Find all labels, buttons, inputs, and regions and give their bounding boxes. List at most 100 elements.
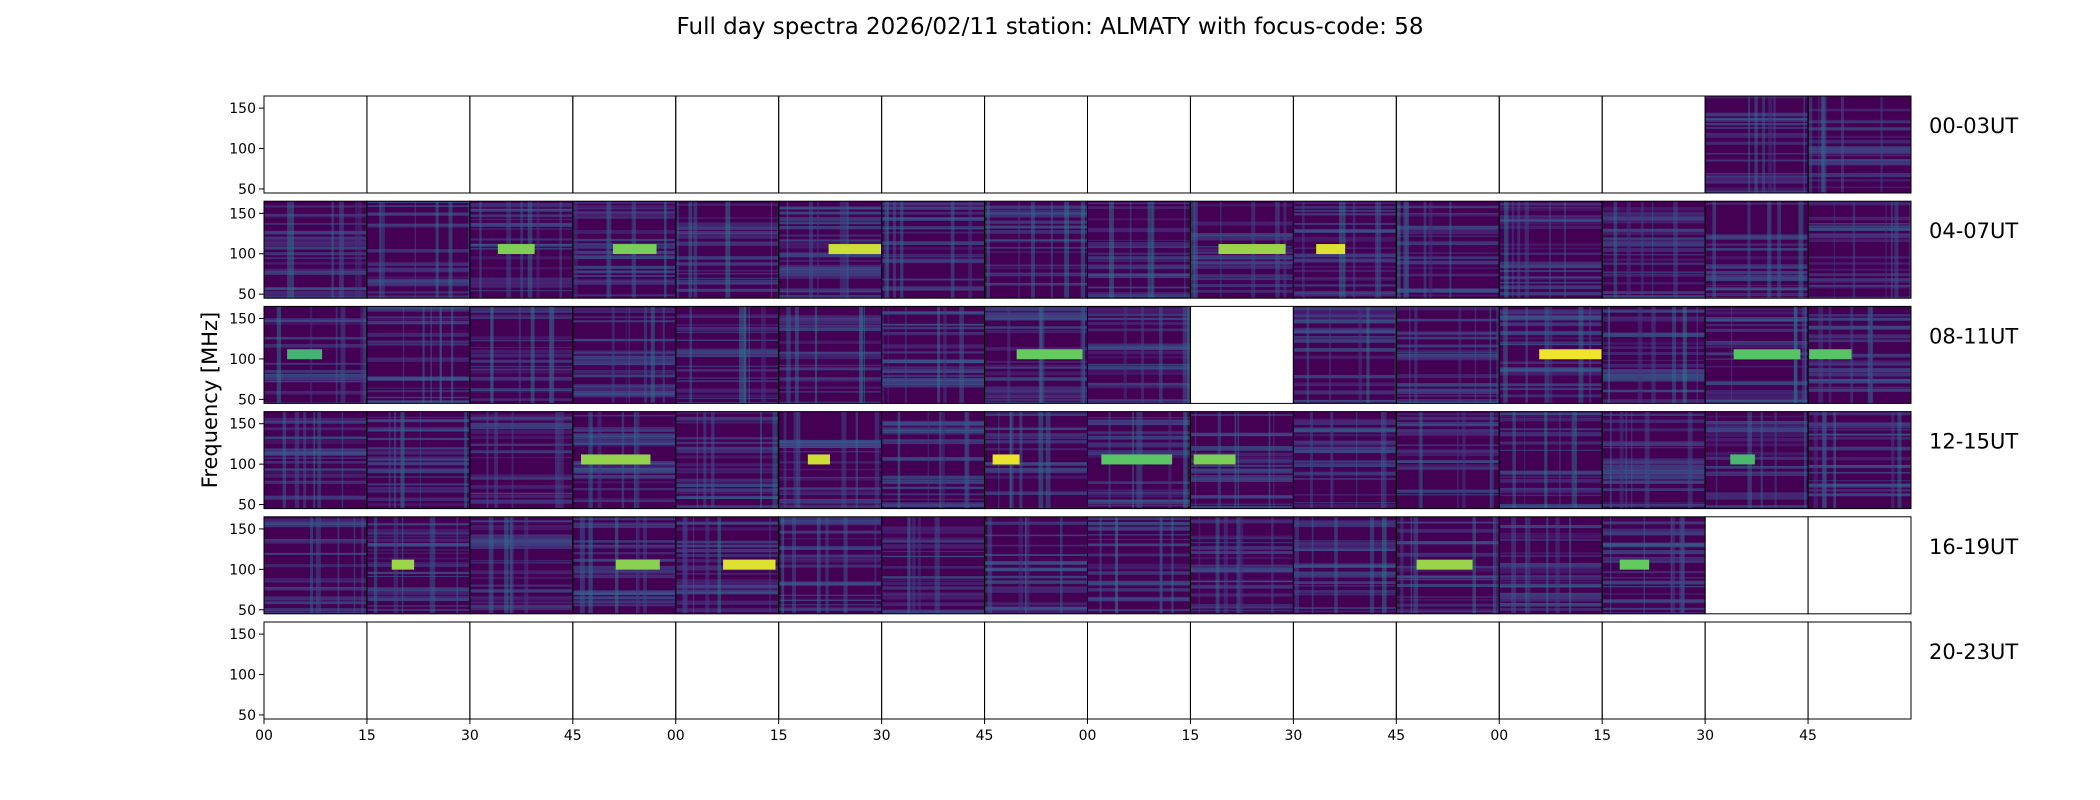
spectrogram-panel xyxy=(1293,411,1397,509)
spectrogram-panel xyxy=(675,411,779,509)
spectrogram-panel xyxy=(1705,306,1809,404)
panel-frame xyxy=(572,621,677,720)
y-tick-label: 150 xyxy=(229,417,256,433)
chart-title: Full day spectra 2026/02/11 station: ALM… xyxy=(677,14,1424,40)
x-tick-label: 30 xyxy=(461,728,479,744)
row-label: 16-19UT xyxy=(1929,535,2018,559)
panel-frame xyxy=(778,95,883,194)
panel-frame xyxy=(1807,516,1912,615)
x-tick-label: 45 xyxy=(1387,728,1405,744)
y-ticks: 50 100 150 50 100 150 50 100 150 50 100 150 50 100 150… xyxy=(229,101,264,724)
row-label: 20-23UT xyxy=(1929,640,2018,664)
y-tick-label: 100 xyxy=(229,562,256,578)
panel-frame xyxy=(881,621,986,720)
spectrogram-panel xyxy=(1293,306,1397,404)
spectrogram-panel xyxy=(469,516,573,614)
spectrogram-panel xyxy=(366,201,470,299)
panel-frame xyxy=(572,95,677,194)
panel-frame xyxy=(984,621,1088,720)
y-tick-label: 150 xyxy=(229,522,256,538)
spectrogram-panel xyxy=(778,411,882,509)
y-tick-label: 50 xyxy=(238,603,256,619)
panel-frame xyxy=(263,621,368,720)
x-tick-label: 00 xyxy=(667,728,685,744)
panel-frame xyxy=(1807,621,1912,720)
spectrogram-panel xyxy=(1087,411,1191,509)
y-tick-label: 100 xyxy=(229,352,256,368)
spectrogram-panel xyxy=(469,201,573,299)
panel-frame xyxy=(1395,95,1500,194)
row-labels: 00-03UT 04-07UT 08-11UT 12-15UT 16-19UT 20-23… xyxy=(1929,114,2018,664)
panel-frame xyxy=(1601,621,1706,720)
spectrogram-panel xyxy=(778,306,882,404)
panel-frame xyxy=(1498,95,1603,194)
y-tick-label: 50 xyxy=(238,182,256,198)
panel-frame xyxy=(366,95,471,194)
panel-frame xyxy=(1395,621,1500,720)
panel-frame xyxy=(1292,621,1397,720)
spectrogram-panel xyxy=(778,516,882,614)
panel-frame xyxy=(1189,305,1294,404)
row-label: 12-15UT xyxy=(1929,430,2018,454)
spectrogram-panel xyxy=(1190,201,1294,299)
panel-frame xyxy=(984,95,1088,194)
panel-frame xyxy=(1498,621,1603,720)
spectrogram-panel xyxy=(881,201,985,299)
spectrogram-panel xyxy=(1499,411,1603,509)
y-tick-label: 50 xyxy=(238,392,256,408)
panel-frame xyxy=(675,621,780,720)
panel-frame xyxy=(1807,305,1912,404)
y-tick-label: 100 xyxy=(229,457,256,473)
panel-frame xyxy=(366,621,471,720)
spectrogram-panel xyxy=(984,411,1088,509)
x-tick-label: 15 xyxy=(358,728,376,744)
x-tick-label: 45 xyxy=(564,728,582,744)
spectrogram-panel xyxy=(881,516,985,614)
x-tick-label: 00 xyxy=(255,728,273,744)
spectrogram-panel xyxy=(1396,411,1500,509)
row-label: 04-07UT xyxy=(1929,219,2018,243)
spectrogram-panel xyxy=(1602,201,1706,299)
spectrogram-panel xyxy=(1808,201,1911,299)
spectrogram-panel xyxy=(778,201,882,299)
row-label: 08-11UT xyxy=(1929,324,2018,348)
x-tick-label: 30 xyxy=(1284,728,1302,744)
spectrogram-panel xyxy=(1808,411,1911,509)
x-tick-label: 45 xyxy=(976,728,994,744)
spectrogram-panel xyxy=(1190,411,1294,509)
panel-frame xyxy=(881,95,986,194)
spectrogram-panel xyxy=(1808,306,1911,404)
panel-frame xyxy=(1189,95,1294,194)
spectrogram-panel xyxy=(1705,201,1809,299)
panel-frame xyxy=(1087,621,1191,720)
row-label: 00-03UT xyxy=(1929,114,2018,138)
spectrogram-panel xyxy=(469,306,573,404)
y-tick-label: 100 xyxy=(229,668,256,684)
y-tick-label: 150 xyxy=(229,312,256,328)
spectrogram-panel xyxy=(1602,516,1706,614)
spectrogram-panel xyxy=(572,516,676,614)
y-tick-label: 100 xyxy=(229,142,256,158)
y-tick-label: 150 xyxy=(229,627,256,643)
spectrogram-panel xyxy=(881,306,985,404)
spectrogram-panel xyxy=(1705,96,1809,193)
panel-frame xyxy=(778,621,883,720)
panel-frame xyxy=(1292,95,1397,194)
spectrogram-panel xyxy=(1499,201,1603,299)
panel-frame xyxy=(469,95,574,194)
spectrogram-panel xyxy=(366,306,470,404)
spectrogram-panel xyxy=(366,411,470,509)
spectrogram-panel xyxy=(572,411,676,509)
y-tick-label: 50 xyxy=(238,287,256,303)
spectrogram-panel xyxy=(1293,516,1397,614)
spectrogram-panel xyxy=(1396,306,1500,404)
x-tick-label: 15 xyxy=(770,728,788,744)
y-tick-label: 150 xyxy=(229,101,256,117)
spectrogram-panel xyxy=(366,516,470,614)
spectrogram-panel xyxy=(984,306,1088,404)
spectrogram-panel xyxy=(264,516,367,614)
spectrogram-panel xyxy=(1087,306,1191,404)
spectrogram-panel xyxy=(1396,516,1500,614)
x-tick-label: 15 xyxy=(1593,728,1611,744)
